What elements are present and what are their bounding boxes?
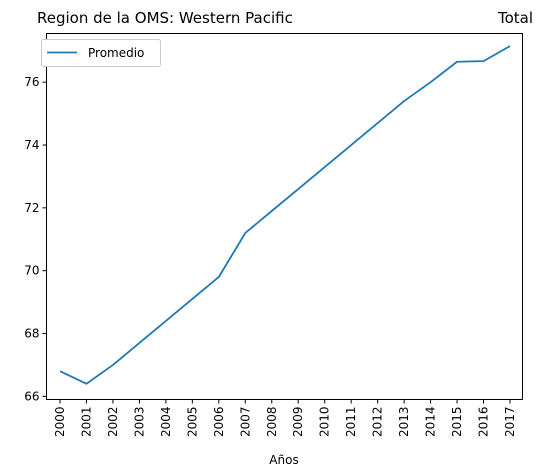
legend: Promedio <box>41 39 161 67</box>
y-tick-label: 70 <box>24 264 39 278</box>
x-tick-label: 2006 <box>212 407 226 438</box>
x-tick-label: 2012 <box>371 407 385 438</box>
chart-title-right: Total <box>497 9 533 27</box>
x-tick-label: 2003 <box>132 407 146 438</box>
plot-area-frame <box>46 33 523 400</box>
x-axis: 2000 2001 2002 2003 2004 2005 2006 2007 2008 2009… <box>53 399 517 438</box>
y-tick-label: 66 <box>24 389 39 403</box>
x-tick-label: 2016 <box>477 407 491 438</box>
x-tick-label: 2004 <box>159 407 173 438</box>
x-tick-label: 2001 <box>79 407 93 438</box>
x-tick-label: 2008 <box>265 407 279 438</box>
chart-title: Region de la OMS: Western Pacific <box>37 9 293 27</box>
legend-box <box>41 39 161 67</box>
x-tick-label: 2009 <box>291 407 305 438</box>
x-axis-label: Años <box>269 453 298 467</box>
y-tick-label: 76 <box>24 75 39 89</box>
y-tick-label: 68 <box>24 327 39 341</box>
series-layer <box>59 45 511 385</box>
x-tick-label: 2014 <box>424 407 438 438</box>
series-line-promedio <box>59 45 511 385</box>
x-tick-label: 2015 <box>450 407 464 438</box>
x-tick-label: 2013 <box>397 407 411 438</box>
y-tick-label: 74 <box>24 138 39 152</box>
legend-label-promedio: Promedio <box>88 46 144 60</box>
x-tick-label: 2007 <box>238 407 252 438</box>
y-tick-label: 72 <box>24 201 39 215</box>
y-axis: 66 68 70 72 74 76 <box>24 75 47 403</box>
x-tick-label: 2002 <box>106 407 120 438</box>
x-tick-label: 2017 <box>503 407 517 438</box>
x-tick-label: 2000 <box>53 407 67 438</box>
x-tick-label: 2005 <box>185 407 199 438</box>
x-tick-label: 2010 <box>318 407 332 438</box>
x-tick-label: 2011 <box>344 407 358 438</box>
